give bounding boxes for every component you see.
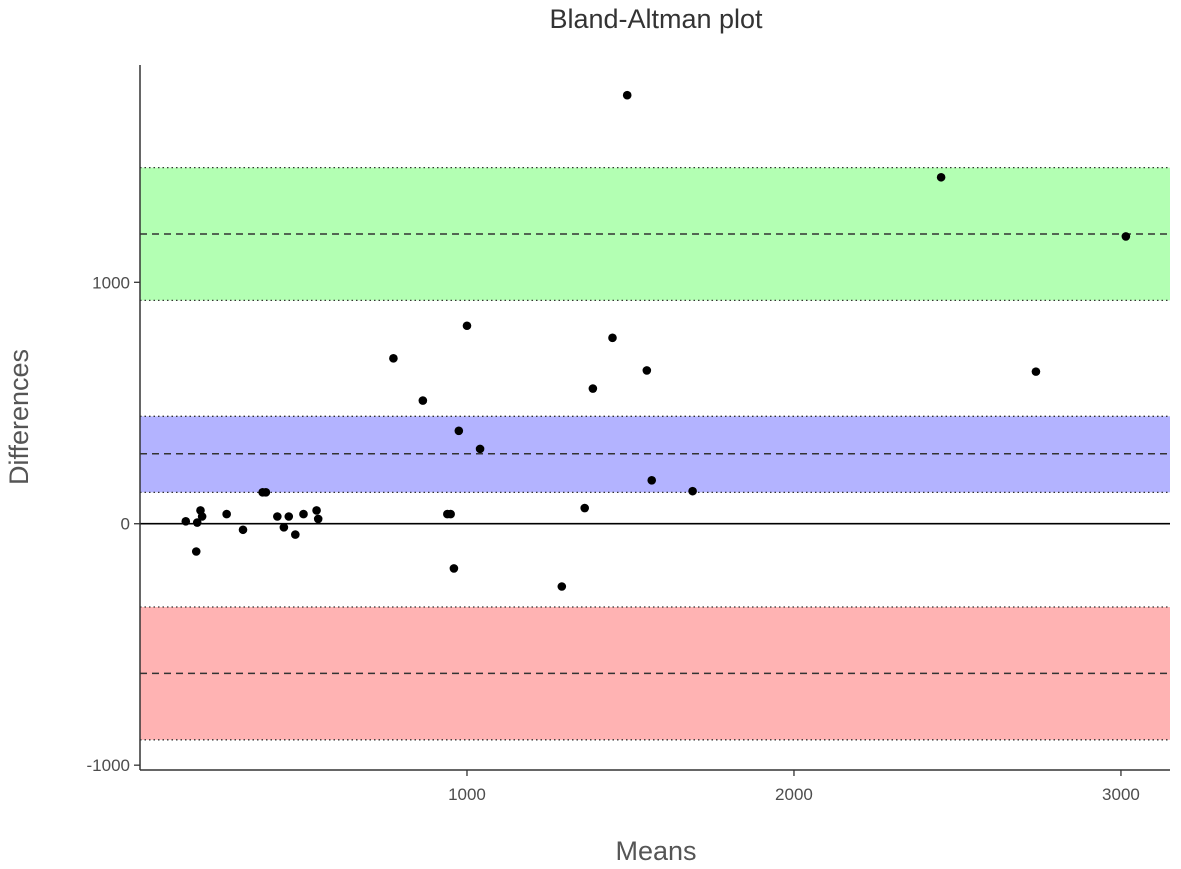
data-point <box>197 512 207 521</box>
data-point <box>238 525 248 535</box>
point-layer <box>181 90 1131 591</box>
data-point <box>418 396 428 405</box>
y-tick-label: 0 <box>121 515 130 534</box>
data-point <box>462 321 472 331</box>
data-point <box>1121 232 1131 241</box>
data-point <box>1031 367 1041 376</box>
data-point <box>389 354 398 363</box>
data-point <box>475 444 485 454</box>
data-point <box>191 547 201 556</box>
data-point <box>647 475 657 485</box>
data-point <box>273 512 282 521</box>
data-point <box>557 582 567 591</box>
y-tick-label: -1000 <box>87 756 130 775</box>
data-point <box>312 506 321 515</box>
upper-loa-ci-band <box>140 167 1170 301</box>
y-tick-label: 1000 <box>92 273 130 292</box>
axes-layer <box>139 65 1170 771</box>
chart-title: Bland-Altman plot <box>549 4 763 34</box>
y-axis-title: Differences <box>4 349 34 485</box>
data-point <box>192 518 202 527</box>
data-point <box>642 366 652 375</box>
data-point <box>936 172 946 182</box>
data-point <box>580 503 589 513</box>
data-point <box>588 384 598 393</box>
tick-layer: 1000 2000 3000 -1000 0 1000 <box>87 273 1140 804</box>
data-point <box>222 509 231 519</box>
data-point <box>454 426 464 436</box>
x-tick-label: 2000 <box>775 785 813 804</box>
x-tick-label: 1000 <box>448 785 486 804</box>
x-axis-title: Means <box>615 836 696 866</box>
data-point <box>284 512 294 521</box>
band-layer <box>140 166 1170 741</box>
data-point <box>181 517 191 526</box>
data-point <box>291 530 300 539</box>
data-point <box>299 509 308 519</box>
data-point <box>313 514 323 524</box>
data-point <box>261 488 271 497</box>
data-point <box>622 90 632 100</box>
data-point <box>688 486 697 496</box>
data-point <box>446 509 455 519</box>
x-tick-label: 3000 <box>1102 785 1140 804</box>
lower-loa-ci-band <box>140 607 1170 740</box>
data-point <box>608 333 617 343</box>
data-point <box>279 523 289 532</box>
data-point <box>449 564 459 573</box>
